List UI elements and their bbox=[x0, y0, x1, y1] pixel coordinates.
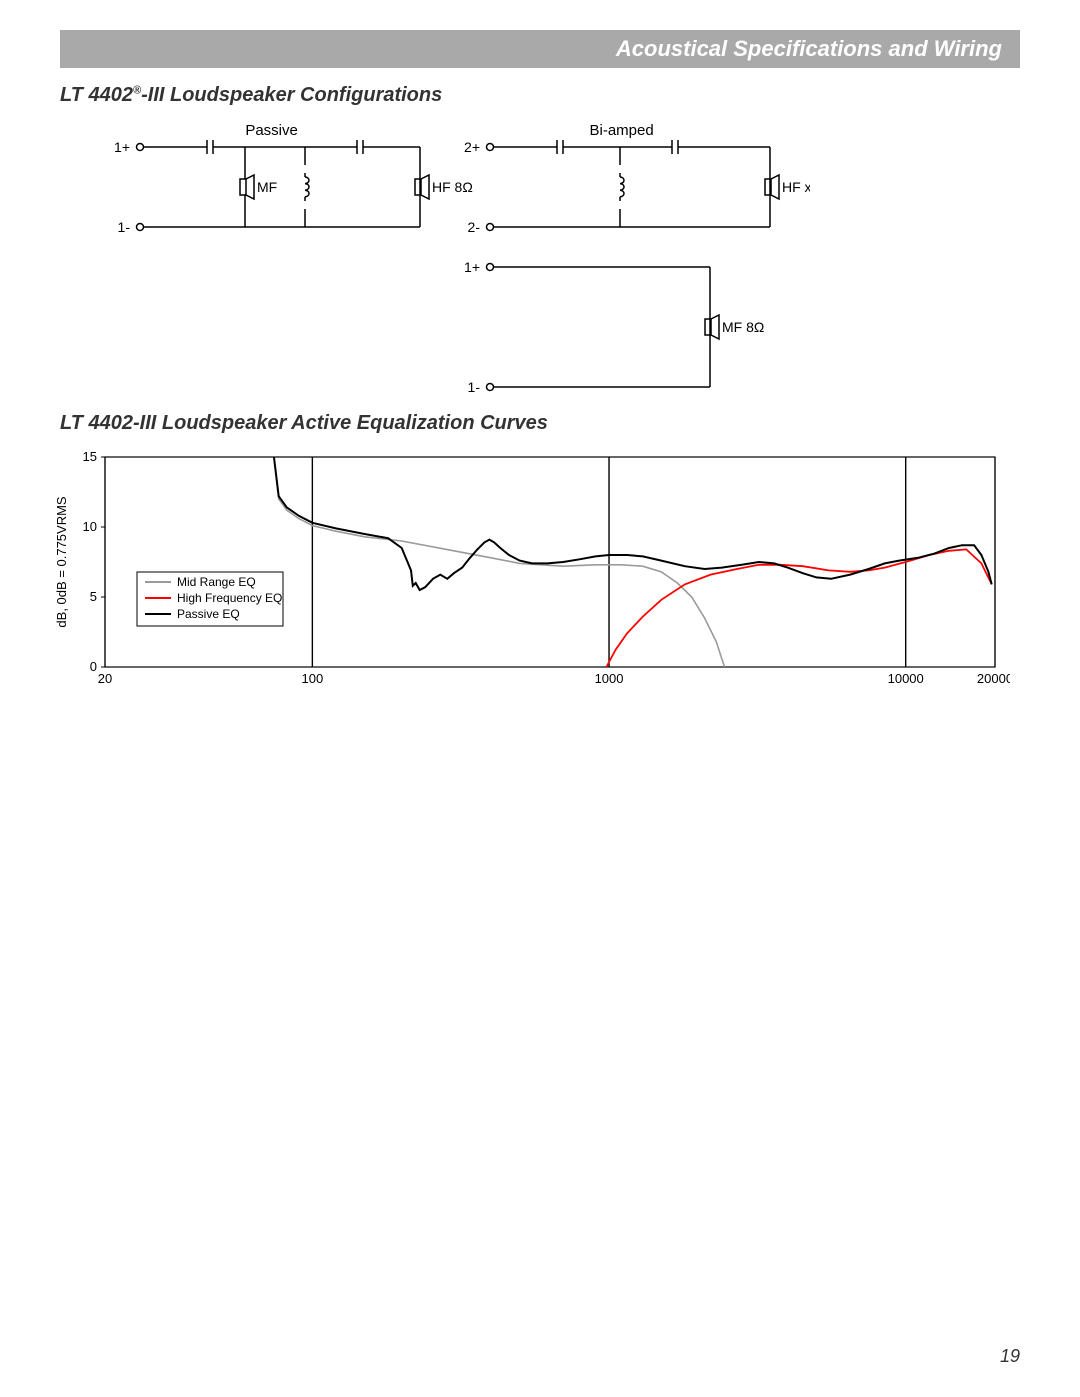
svg-text:15: 15 bbox=[83, 449, 97, 464]
header-title: Acoustical Specifications and Wiring bbox=[616, 36, 1002, 61]
svg-text:20000: 20000 bbox=[977, 671, 1010, 686]
svg-text:1+: 1+ bbox=[464, 259, 480, 275]
svg-text:2+: 2+ bbox=[464, 139, 480, 155]
config-section-title: LT 4402®-III Loudspeaker Configurations bbox=[60, 84, 1020, 107]
svg-text:1-: 1- bbox=[468, 379, 481, 395]
svg-text:10000: 10000 bbox=[888, 671, 924, 686]
svg-text:Mid Range EQ: Mid Range EQ bbox=[177, 575, 256, 589]
svg-text:High Frequency EQ: High Frequency EQ bbox=[177, 591, 282, 605]
svg-text:1000: 1000 bbox=[595, 671, 624, 686]
svg-text:Passive: Passive bbox=[245, 122, 298, 139]
eq-chart: 0 5 10 15 20 100 1000 10000 20000 dB, 0dB = 0.775… bbox=[50, 445, 1010, 705]
header-bar: Acoustical Specifications and Wiring bbox=[60, 30, 1020, 68]
config-title-prefix: LT 4402 bbox=[60, 84, 133, 106]
config-title-sup: ® bbox=[133, 84, 141, 96]
eq-section-title: LT 4402-III Loudspeaker Active Equalizat… bbox=[60, 412, 1020, 435]
svg-text:1+: 1+ bbox=[114, 139, 130, 155]
config-title-suffix: -III Loudspeaker Configurations bbox=[141, 84, 442, 106]
svg-text:HF x 1 8Ω: HF x 1 8Ω bbox=[782, 179, 810, 195]
page-number: 19 bbox=[1000, 1346, 1020, 1367]
svg-text:Bi-amped: Bi-amped bbox=[589, 122, 653, 139]
svg-text:dB, 0dB = 0.775VRMS: dB, 0dB = 0.775VRMS bbox=[54, 496, 69, 627]
svg-text:MF: MF bbox=[257, 179, 277, 195]
svg-text:10: 10 bbox=[83, 519, 97, 534]
svg-text:1-: 1- bbox=[118, 219, 131, 235]
svg-text:5: 5 bbox=[90, 589, 97, 604]
svg-text:2-: 2- bbox=[468, 219, 481, 235]
svg-text:Passive EQ: Passive EQ bbox=[177, 607, 240, 621]
svg-text:MF 8Ω: MF 8Ω bbox=[722, 319, 764, 335]
svg-text:100: 100 bbox=[302, 671, 324, 686]
svg-text:0: 0 bbox=[90, 659, 97, 674]
wiring-diagram: Passive 1+ 1- MF HF 8Ω Bi-amped 2+ 2- HF x 1 8Ω 1… bbox=[110, 117, 810, 397]
svg-text:20: 20 bbox=[98, 671, 112, 686]
svg-text:HF 8Ω: HF 8Ω bbox=[432, 179, 473, 195]
